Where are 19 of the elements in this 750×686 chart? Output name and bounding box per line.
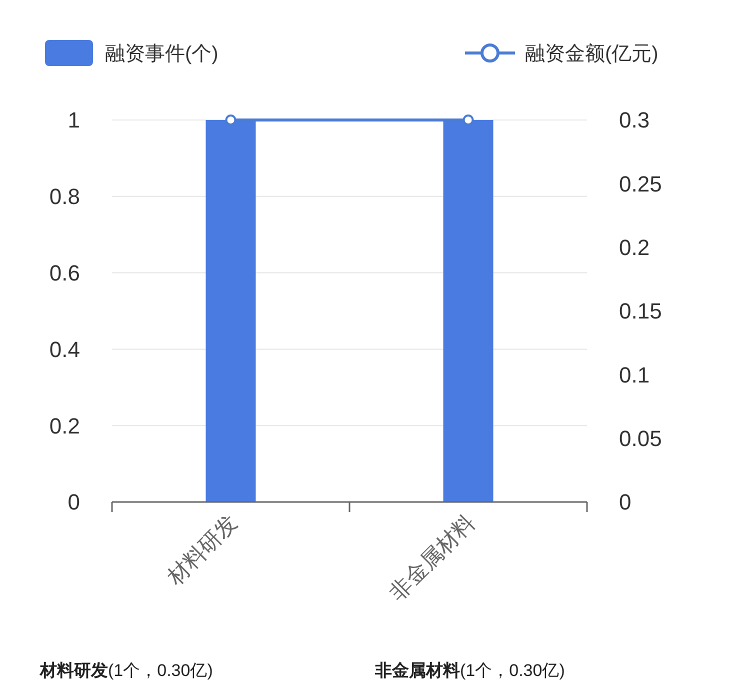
y-tick-label: 1 bbox=[68, 108, 80, 133]
y2-tick-label: 0.05 bbox=[619, 426, 662, 452]
y-tick-label: 0.6 bbox=[49, 260, 80, 286]
legend-label: 融资金额(亿元) bbox=[525, 43, 658, 65]
y-tick-label: 0.4 bbox=[49, 336, 80, 362]
x-tick-label: 非金属材料 bbox=[384, 510, 480, 606]
legend-label: 融资事件(个) bbox=[105, 43, 218, 65]
y2-tick-label: 0 bbox=[619, 490, 632, 515]
y2-tick-label: 0.1 bbox=[619, 362, 650, 388]
text: 非金属材料(1个，0.30亿) bbox=[374, 660, 565, 680]
y-tick-label: 0 bbox=[68, 490, 80, 515]
y2-tick-label: 0.3 bbox=[619, 108, 650, 133]
y-tick-label: 0.2 bbox=[49, 413, 80, 438]
x-tick-label: 材料研发 bbox=[162, 510, 242, 590]
y2-tick-label: 0.15 bbox=[619, 298, 662, 324]
y-tick-label: 0.8 bbox=[49, 184, 80, 210]
text: 材料研发(1个，0.30亿) bbox=[39, 660, 213, 680]
y2-tick-label: 0.25 bbox=[619, 171, 662, 196]
y2-tick-label: 0.2 bbox=[619, 235, 650, 260]
